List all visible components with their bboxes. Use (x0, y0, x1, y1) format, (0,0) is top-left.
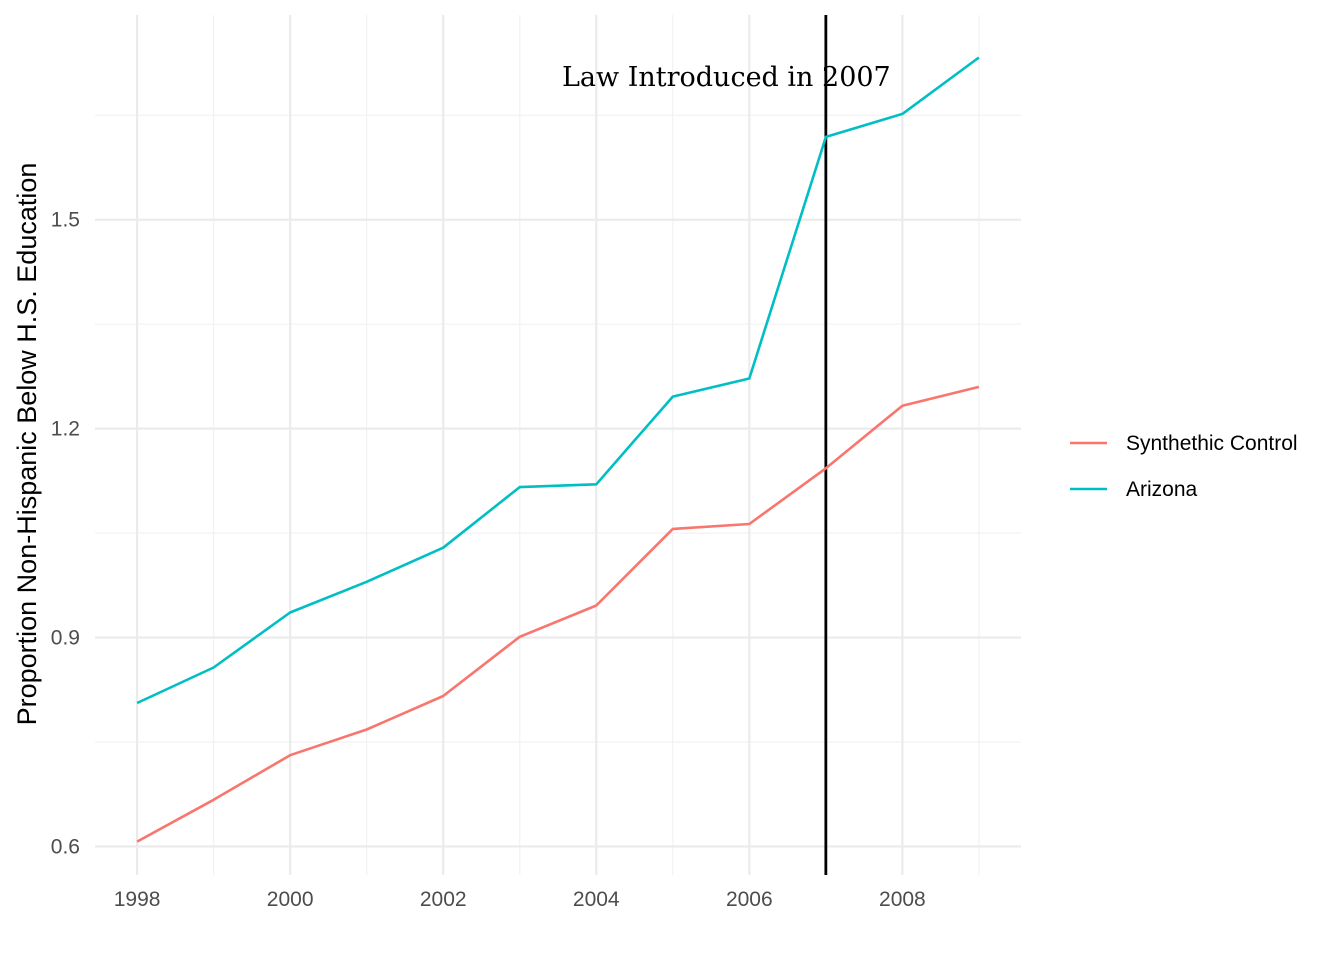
y-tick-label: 0.6 (51, 835, 80, 858)
series-line-arizona (136, 56, 980, 705)
x-tick-label: 1998 (114, 888, 161, 911)
y-tick-label: 1.2 (51, 418, 80, 441)
y-tick-label: 0.9 (51, 627, 80, 650)
grid (95, 15, 1021, 875)
legend: Synthethic Control Arizona (1070, 432, 1298, 501)
x-axis-tick-labels: 1998 2000 2002 2004 2006 2008 (114, 888, 926, 911)
law-annotation: Law Introduced in 2007 (562, 62, 891, 93)
legend-label: Arizona (1126, 478, 1198, 501)
x-tick-label: 2008 (879, 888, 926, 911)
series-line-synthethic-control (136, 385, 980, 843)
y-axis-title: Proportion Non-Hispanic Below H.S. Educa… (12, 163, 42, 726)
x-tick-label: 2004 (573, 888, 620, 911)
x-tick-label: 2002 (420, 888, 467, 911)
series-lines (136, 56, 980, 843)
y-tick-label: 1.5 (51, 209, 80, 232)
y-axis-tick-labels: 0.6 0.9 1.2 1.5 (51, 209, 80, 859)
x-tick-label: 2000 (267, 888, 314, 911)
legend-label: Synthethic Control (1126, 432, 1298, 455)
x-tick-label: 2006 (726, 888, 773, 911)
